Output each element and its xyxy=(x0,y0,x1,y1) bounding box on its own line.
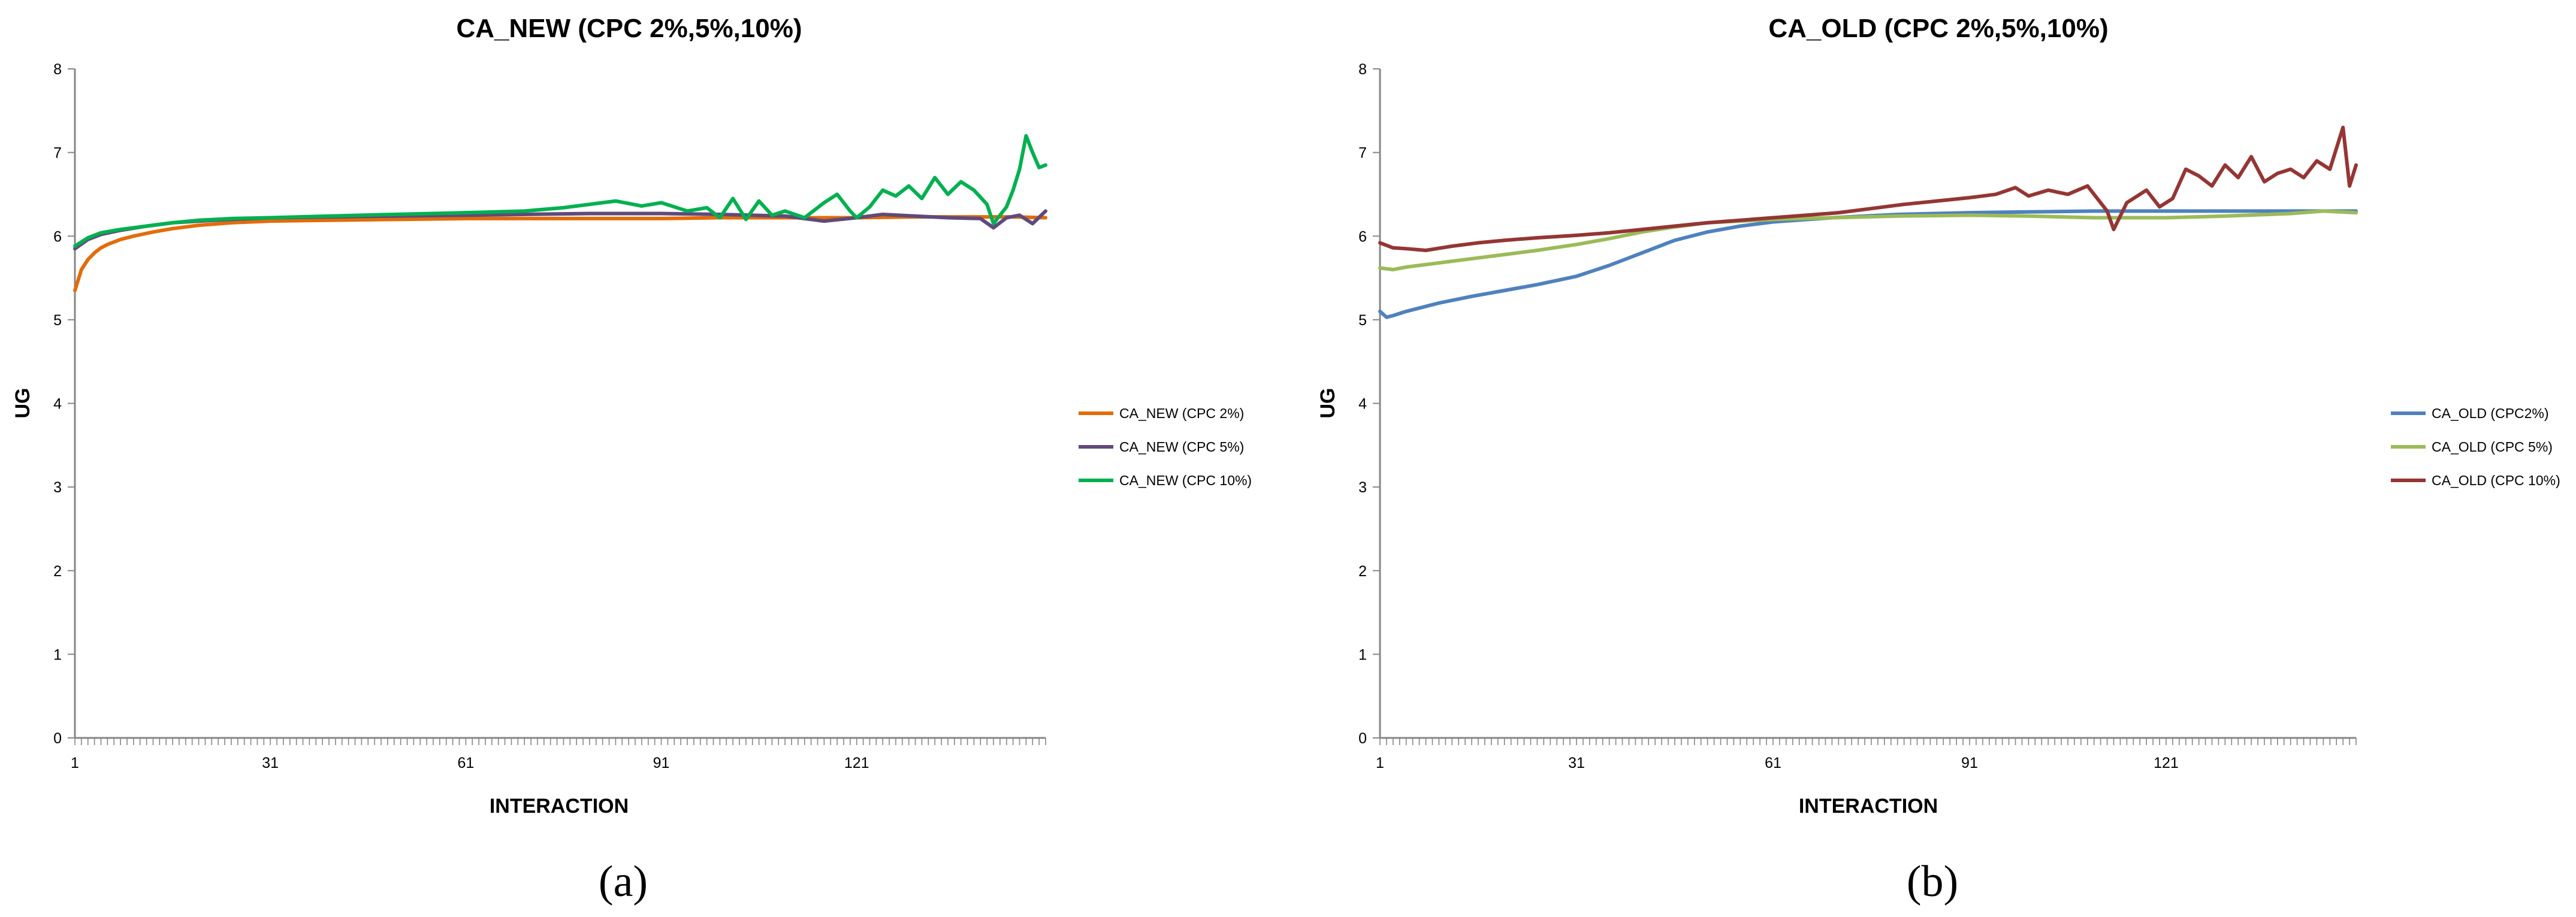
x-ticks: 1 31 61 91 121 xyxy=(71,755,869,771)
series-line-3 xyxy=(73,134,1047,248)
series-lines xyxy=(1378,125,2358,319)
y-tick-label: 5 xyxy=(53,312,62,329)
legend: CA_NEW (CPC 2%) CA_NEW (CPC 5%) CA_NEW (CP… xyxy=(1079,405,1252,488)
x-axis-label: INTERACTION xyxy=(1799,795,1938,818)
legend-item: CA_OLD (CPC 10%) xyxy=(2391,473,2560,488)
x-ticks: 1 31 61 91 121 xyxy=(1376,755,2179,771)
x-minor-tick-marks xyxy=(74,738,1046,745)
y-tick-label: 5 xyxy=(1358,312,1367,329)
x-tick-label: 121 xyxy=(2154,755,2179,771)
y-tick-label: 8 xyxy=(53,61,62,78)
y-tick-label: 1 xyxy=(53,646,62,663)
x-tick-label: 31 xyxy=(262,755,279,771)
panel-caption: (a) xyxy=(599,857,648,906)
x-tick-label: 31 xyxy=(1568,755,1585,771)
legend-label: CA_NEW (CPC 5%) xyxy=(1119,439,1244,455)
legend-label: CA_OLD (CPC2%) xyxy=(2432,405,2549,421)
y-tick-label: 0 xyxy=(1358,730,1367,747)
x-minor-ticks xyxy=(1379,738,2357,745)
y-tick-label: 8 xyxy=(1358,61,1367,78)
series-line-2 xyxy=(73,209,1047,251)
y-tick-label: 0 xyxy=(53,730,62,747)
x-axis-label: INTERACTION xyxy=(490,795,629,818)
y-axis-label: UG xyxy=(11,388,34,419)
series-line-1 xyxy=(73,215,1047,293)
y-tick-label: 4 xyxy=(53,396,62,413)
x-tick-label: 91 xyxy=(653,755,670,771)
y-tick-label: 2 xyxy=(53,563,62,580)
y-tick-label: 7 xyxy=(1358,145,1367,162)
x-tick-label: 121 xyxy=(844,755,869,771)
legend-label: CA_NEW (CPC 2%) xyxy=(1119,405,1244,421)
chart-title: CA_OLD (CPC 2%,5%,10%) xyxy=(1768,14,2108,43)
series-line-1 xyxy=(1378,209,2358,319)
y-axis-label: UG xyxy=(1316,388,1339,419)
x-tick-label: 91 xyxy=(1961,755,1978,771)
series-line-3 xyxy=(1378,125,2358,252)
y-tick-label: 4 xyxy=(1358,396,1367,413)
legend-item: CA_NEW (CPC 10%) xyxy=(1079,473,1252,488)
x-minor-ticks xyxy=(74,738,1046,745)
y-ticks: 0 1 2 3 4 5 6 7 8 xyxy=(1358,61,1380,747)
x-tick-label: 1 xyxy=(1376,755,1384,771)
legend-label: CA_OLD (CPC 10%) xyxy=(2432,473,2560,488)
x-minor-tick-marks xyxy=(1379,738,2357,745)
legend-item: CA_NEW (CPC 5%) xyxy=(1079,439,1244,455)
legend-label: CA_NEW (CPC 10%) xyxy=(1119,473,1252,488)
x-tick-label: 61 xyxy=(457,755,474,771)
y-tick-label: 7 xyxy=(53,145,62,162)
legend-item: CA_NEW (CPC 2%) xyxy=(1079,405,1244,421)
x-tick-label: 1 xyxy=(71,755,79,771)
y-tick-label: 3 xyxy=(1358,479,1367,496)
legend: CA_OLD (CPC2%) CA_OLD (CPC 5%) CA_OLD (CPC… xyxy=(2391,405,2560,488)
y-tick-label: 2 xyxy=(1358,563,1367,580)
chart-title: CA_NEW (CPC 2%,5%,10%) xyxy=(456,14,802,43)
x-tick-label: 61 xyxy=(1765,755,1781,771)
panel-caption: (b) xyxy=(1907,857,1958,906)
legend-label: CA_OLD (CPC 5%) xyxy=(2432,439,2553,455)
legend-item: CA_OLD (CPC 5%) xyxy=(2391,439,2553,455)
y-tick-label: 3 xyxy=(53,479,62,496)
y-ticks: 0 1 2 3 4 5 6 7 8 xyxy=(53,61,75,747)
legend-item: CA_OLD (CPC2%) xyxy=(2391,405,2549,421)
series-lines xyxy=(73,134,1047,293)
y-tick-label: 1 xyxy=(1358,646,1367,663)
y-tick-label: 6 xyxy=(1358,228,1367,245)
y-tick-label: 6 xyxy=(53,228,62,245)
